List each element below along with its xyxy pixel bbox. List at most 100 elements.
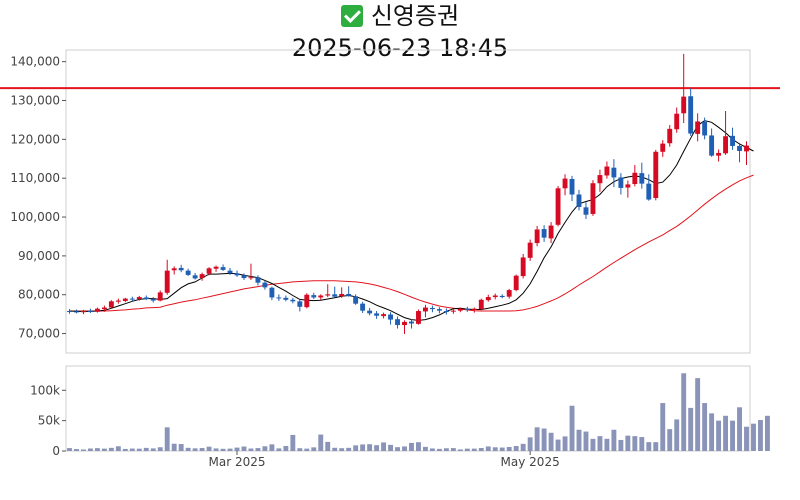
volume-panel: 0 50k 100k Mar 2025 May 2025 <box>30 365 770 469</box>
candle <box>583 202 589 219</box>
candle <box>429 305 435 313</box>
volume-bar <box>402 446 407 451</box>
candle <box>115 298 121 304</box>
candle <box>297 299 303 312</box>
candle <box>339 287 345 298</box>
candle-body <box>402 321 407 326</box>
candle-body <box>423 307 428 312</box>
volume-bar <box>353 445 359 451</box>
candle <box>129 296 135 302</box>
candle-body <box>206 268 212 274</box>
volume-bar <box>744 426 749 451</box>
candle <box>443 308 449 315</box>
volume-y-tick-label: 50k <box>38 414 60 428</box>
candle-body <box>576 194 582 207</box>
volume-bar <box>450 448 456 451</box>
candle-body <box>492 295 498 298</box>
candle-body <box>367 310 373 314</box>
candle <box>262 280 268 290</box>
volume-bar <box>178 444 184 451</box>
candle-body <box>709 135 715 156</box>
candle-body <box>443 311 449 313</box>
volume-bar <box>478 448 484 451</box>
volume-bar <box>115 446 121 451</box>
chart-timestamp: 2025-06-23 18:45 <box>291 34 509 62</box>
candle-body <box>590 183 596 214</box>
volume-bar <box>276 448 282 451</box>
candle-body <box>381 314 387 317</box>
candle <box>555 185 561 227</box>
price-y-tick-label: 110,000 <box>10 171 60 185</box>
volume-bar <box>471 448 477 451</box>
candle <box>81 309 86 315</box>
volume-bar <box>67 448 72 451</box>
volume-bar <box>192 448 198 451</box>
candle <box>737 142 742 163</box>
candle-body <box>262 282 268 288</box>
check-mark-icon <box>340 5 363 27</box>
candle <box>143 295 149 301</box>
candle-body <box>688 96 694 134</box>
candle-body <box>737 145 742 151</box>
candle-body <box>513 275 519 291</box>
candle-body <box>506 290 512 297</box>
volume-bar <box>262 446 268 451</box>
candle-body <box>604 166 610 176</box>
volume-bar <box>681 373 687 451</box>
x-tick-label: Mar 2025 <box>209 455 266 469</box>
candle-body <box>450 310 456 312</box>
candle-body <box>318 295 324 298</box>
candle-body <box>471 308 477 310</box>
volume-bar <box>255 448 261 451</box>
candle-body <box>339 293 345 297</box>
candle-body <box>276 297 282 299</box>
volume-bar <box>87 448 93 451</box>
candle-body <box>325 294 331 296</box>
candle <box>206 267 212 276</box>
candle <box>367 307 373 316</box>
candle-body <box>695 121 701 134</box>
volume-bar <box>388 444 393 451</box>
candle <box>101 305 107 312</box>
price-y-tick-label: 140,000 <box>10 55 60 69</box>
candle <box>74 309 79 314</box>
candle <box>136 295 142 301</box>
price-y-tick-label: 80,000 <box>18 288 60 302</box>
candle <box>269 286 275 301</box>
candle <box>660 140 666 157</box>
candle <box>744 141 749 165</box>
volume-bar <box>94 448 100 451</box>
candle <box>611 159 617 188</box>
candle-body <box>101 307 107 310</box>
volume-bar <box>555 439 561 451</box>
candle-body <box>485 297 491 301</box>
candle-body <box>618 177 624 188</box>
volume-bar <box>339 448 345 451</box>
volume-bar <box>499 447 505 451</box>
candle <box>702 117 708 140</box>
candle <box>304 293 310 309</box>
candle-body <box>304 294 310 308</box>
candle <box>346 286 352 297</box>
candle-body <box>81 311 86 313</box>
volume-bar <box>702 403 708 451</box>
candle <box>87 308 93 313</box>
candle <box>402 320 407 334</box>
candle <box>318 294 324 300</box>
candle <box>450 309 456 314</box>
candle-body <box>143 297 149 300</box>
candle-body <box>129 298 135 300</box>
volume-bar <box>129 448 135 451</box>
candle <box>241 273 247 280</box>
volume-bar <box>436 448 442 451</box>
price-panel: 70,000 80,000 90,000 100,000 110,000 120,000 1… <box>0 49 780 354</box>
candle-body <box>716 152 722 156</box>
candle <box>388 312 393 325</box>
candle-body <box>646 183 652 200</box>
candle <box>485 294 491 302</box>
volume-bar <box>723 415 729 451</box>
volume-bar <box>688 407 694 451</box>
candle-body <box>234 273 240 276</box>
candle-body <box>346 293 352 296</box>
